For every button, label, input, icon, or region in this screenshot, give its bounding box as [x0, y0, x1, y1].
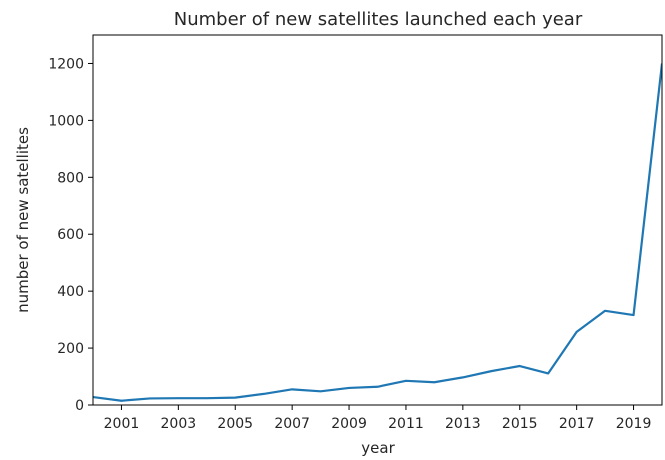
x-tick-label: 2015	[502, 416, 538, 432]
y-tick-label: 800	[57, 170, 84, 186]
x-tick-label: 2003	[161, 416, 197, 432]
series-line	[93, 63, 662, 402]
x-tick-label: 2011	[388, 416, 424, 432]
x-axis-ticks: 2001 2003 2005 2007 2009 2011 2013 2015 2017 2019	[104, 405, 652, 432]
plot-area	[92, 34, 663, 406]
y-tick-label: 600	[57, 227, 84, 243]
y-tick-label: 0	[75, 398, 84, 414]
y-axis-label: number of new satellites	[14, 127, 32, 313]
x-tick-label: 2017	[559, 416, 595, 432]
x-tick-label: 2007	[274, 416, 310, 432]
y-tick-label: 200	[57, 341, 84, 357]
y-tick-label: 1000	[48, 113, 84, 129]
y-tick-label: 400	[57, 284, 84, 300]
axes-frame	[92, 34, 663, 406]
x-tick-label: 2019	[616, 416, 652, 432]
y-tick-label: 1200	[48, 56, 84, 72]
x-tick-label: 2009	[331, 416, 367, 432]
x-axis-label: year	[361, 439, 395, 457]
y-axis-ticks: 0 200 400 600 800 1000 1200	[48, 56, 93, 414]
chart-title: Number of new satellites launched each y…	[174, 9, 583, 30]
x-tick-label: 2005	[217, 416, 253, 432]
x-tick-label: 2001	[104, 416, 140, 432]
x-tick-label: 2013	[445, 416, 481, 432]
